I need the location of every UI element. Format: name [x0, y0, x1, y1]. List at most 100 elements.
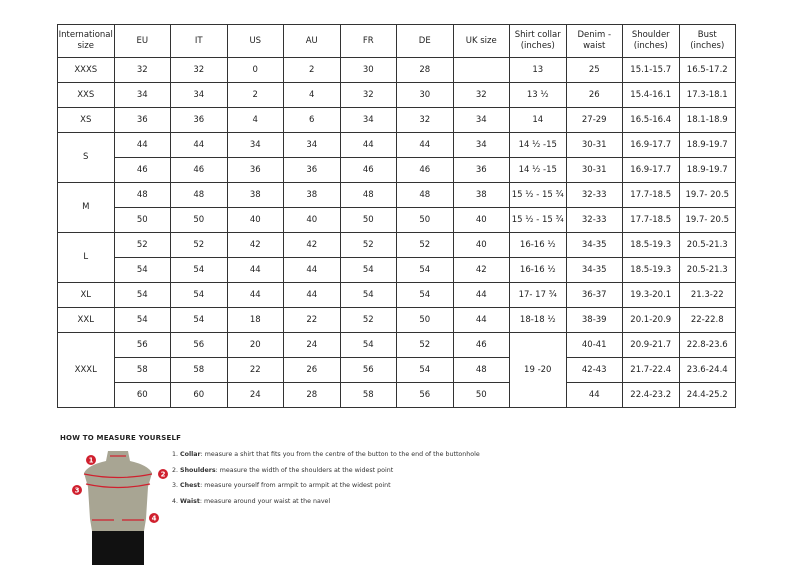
table-cell: 30-31: [565, 132, 623, 158]
table-cell: 32: [396, 107, 454, 133]
table-cell: 48: [339, 182, 397, 208]
table-cell: 44: [283, 257, 341, 283]
table-cell: 52: [170, 232, 228, 258]
size-label-cell: S: [57, 132, 115, 183]
table-cell: 50: [396, 207, 454, 233]
table-cell: 18.9-19.7: [678, 132, 736, 158]
table-cell: 46: [396, 157, 454, 183]
table-cell: 16-16 ½: [509, 232, 567, 258]
table-cell: 36: [452, 157, 510, 183]
table-cell: 36: [170, 107, 228, 133]
table-cell: 54: [170, 282, 228, 308]
table-row: XL 54 54 44 44 54 54 44 17- 17 ¾ 36-37 19.3-20.1 21…: [57, 282, 736, 308]
table-cell: 54: [396, 357, 454, 383]
table-cell: 32: [452, 82, 510, 108]
table-cell: 56: [113, 332, 171, 358]
table-cell: 34: [113, 82, 171, 108]
marker-4: 4: [152, 515, 157, 523]
table-cell: 34: [283, 132, 341, 158]
table-cell: 15.1-15.7: [622, 57, 680, 83]
table-cell: 54: [339, 257, 397, 283]
table-cell: 2: [283, 57, 341, 83]
table-cell: 30: [396, 82, 454, 108]
table-cell: 52: [113, 232, 171, 258]
column-header: FR: [339, 24, 397, 58]
table-cell: 13: [509, 57, 567, 83]
table-cell: 52: [339, 232, 397, 258]
table-cell: 38: [452, 182, 510, 208]
torso: [84, 451, 152, 531]
table-cell: 34: [339, 107, 397, 133]
size-label-cell: M: [57, 182, 115, 233]
table-cell: 30-31: [565, 157, 623, 183]
header-row: International size EU IT US AU FR DE UK size Shi…: [57, 24, 736, 58]
table-cell: 60: [113, 382, 171, 408]
table-cell: 42: [283, 232, 341, 258]
table-cell: 44: [170, 132, 228, 158]
table-cell: 38: [283, 182, 341, 208]
table-row: XXXL 56 56 20 24 54 52 46 19 -20 40-41 20.9-21.7 22…: [57, 332, 736, 408]
table-cell: 20.1-20.9: [622, 307, 680, 333]
table-cell: 52: [396, 332, 454, 358]
table-cell: 28: [396, 57, 454, 83]
table-cell: 50: [339, 207, 397, 233]
table-cell: 19.7- 20.5: [678, 182, 736, 208]
table-cell: 23.6-24.4: [678, 357, 736, 383]
table-cell: 32: [339, 82, 397, 108]
column-header: EU: [113, 24, 171, 58]
table-cell: 58: [339, 382, 397, 408]
table-row: 46 46 36 36 46 46 36 14 ½ -15 30-31 16.9-17.7 18.9…: [58, 157, 736, 183]
table-cell: 18.5-19.3: [622, 232, 680, 258]
table-cell: 19 -20: [509, 332, 567, 408]
table-cell: 58: [113, 357, 171, 383]
table-cell: 18.9-19.7: [678, 157, 736, 183]
table-cell: 46: [113, 157, 171, 183]
table-cell: 50: [452, 382, 510, 408]
column-header: DE: [396, 24, 454, 58]
table-cell: 32-33: [565, 207, 623, 233]
table-cell: 54: [113, 282, 171, 308]
table-cell: 16.9-17.7: [622, 132, 680, 158]
table-cell: 17.3-18.1: [678, 82, 736, 108]
table-cell: 34: [170, 82, 228, 108]
table-cell: 54: [339, 282, 397, 308]
table-cell: 15 ½ - 15 ¾: [509, 182, 567, 208]
table-cell: 14: [509, 107, 567, 133]
column-header: Bust (inches): [678, 24, 736, 58]
table-cell: 20.5-21.3: [678, 232, 736, 258]
table-cell: 24: [226, 382, 284, 408]
size-label-cell: XXS: [57, 82, 115, 108]
table-cell: 40: [452, 232, 510, 258]
table-cell: 22: [226, 357, 284, 383]
table-row: XXXS 32 32 0 2 30 28 13 25 15.1-15.7 16.5-17.2: [57, 57, 736, 83]
table-cell: 44: [452, 282, 510, 308]
column-header: International size: [57, 24, 115, 58]
table-cell: 56: [396, 382, 454, 408]
table-cell: 54: [170, 257, 228, 283]
table-cell: 14 ½ -15: [509, 132, 567, 158]
table-cell: 44: [226, 282, 284, 308]
table-cell: 42-43: [565, 357, 623, 383]
table-cell: 44: [339, 132, 397, 158]
table-cell: 20.5-21.3: [678, 257, 736, 283]
measure-steps: 1. Collar: measure a shirt that fits you…: [172, 451, 480, 513]
table-cell: 21.3-22: [678, 282, 736, 308]
table-cell: 52: [339, 307, 397, 333]
table-cell: 54: [339, 332, 397, 358]
table-cell: 38-39: [565, 307, 623, 333]
table-cell: 18.1-18.9: [678, 107, 736, 133]
table-cell: [452, 57, 510, 83]
table-cell: 56: [170, 332, 228, 358]
table-cell: 40: [226, 207, 284, 233]
table-cell: 22.4-23.2: [622, 382, 680, 408]
table-cell: 50: [113, 207, 171, 233]
table-cell: 21.7-22.4: [622, 357, 680, 383]
step-shoulders: 2. Shoulders: measure the width of the s…: [172, 466, 394, 474]
table-cell: 60: [170, 382, 228, 408]
table-cell: 25: [565, 57, 623, 83]
table-cell: 18-18 ½: [509, 307, 567, 333]
table-cell: 34-35: [565, 257, 623, 283]
table-cell: 16-16 ½: [509, 257, 567, 283]
table-row: 50 50 40 40 50 50 40 15 ½ - 15 ¾ 32-33 17.7-18.5 1…: [58, 207, 736, 233]
table-cell: 50: [396, 307, 454, 333]
